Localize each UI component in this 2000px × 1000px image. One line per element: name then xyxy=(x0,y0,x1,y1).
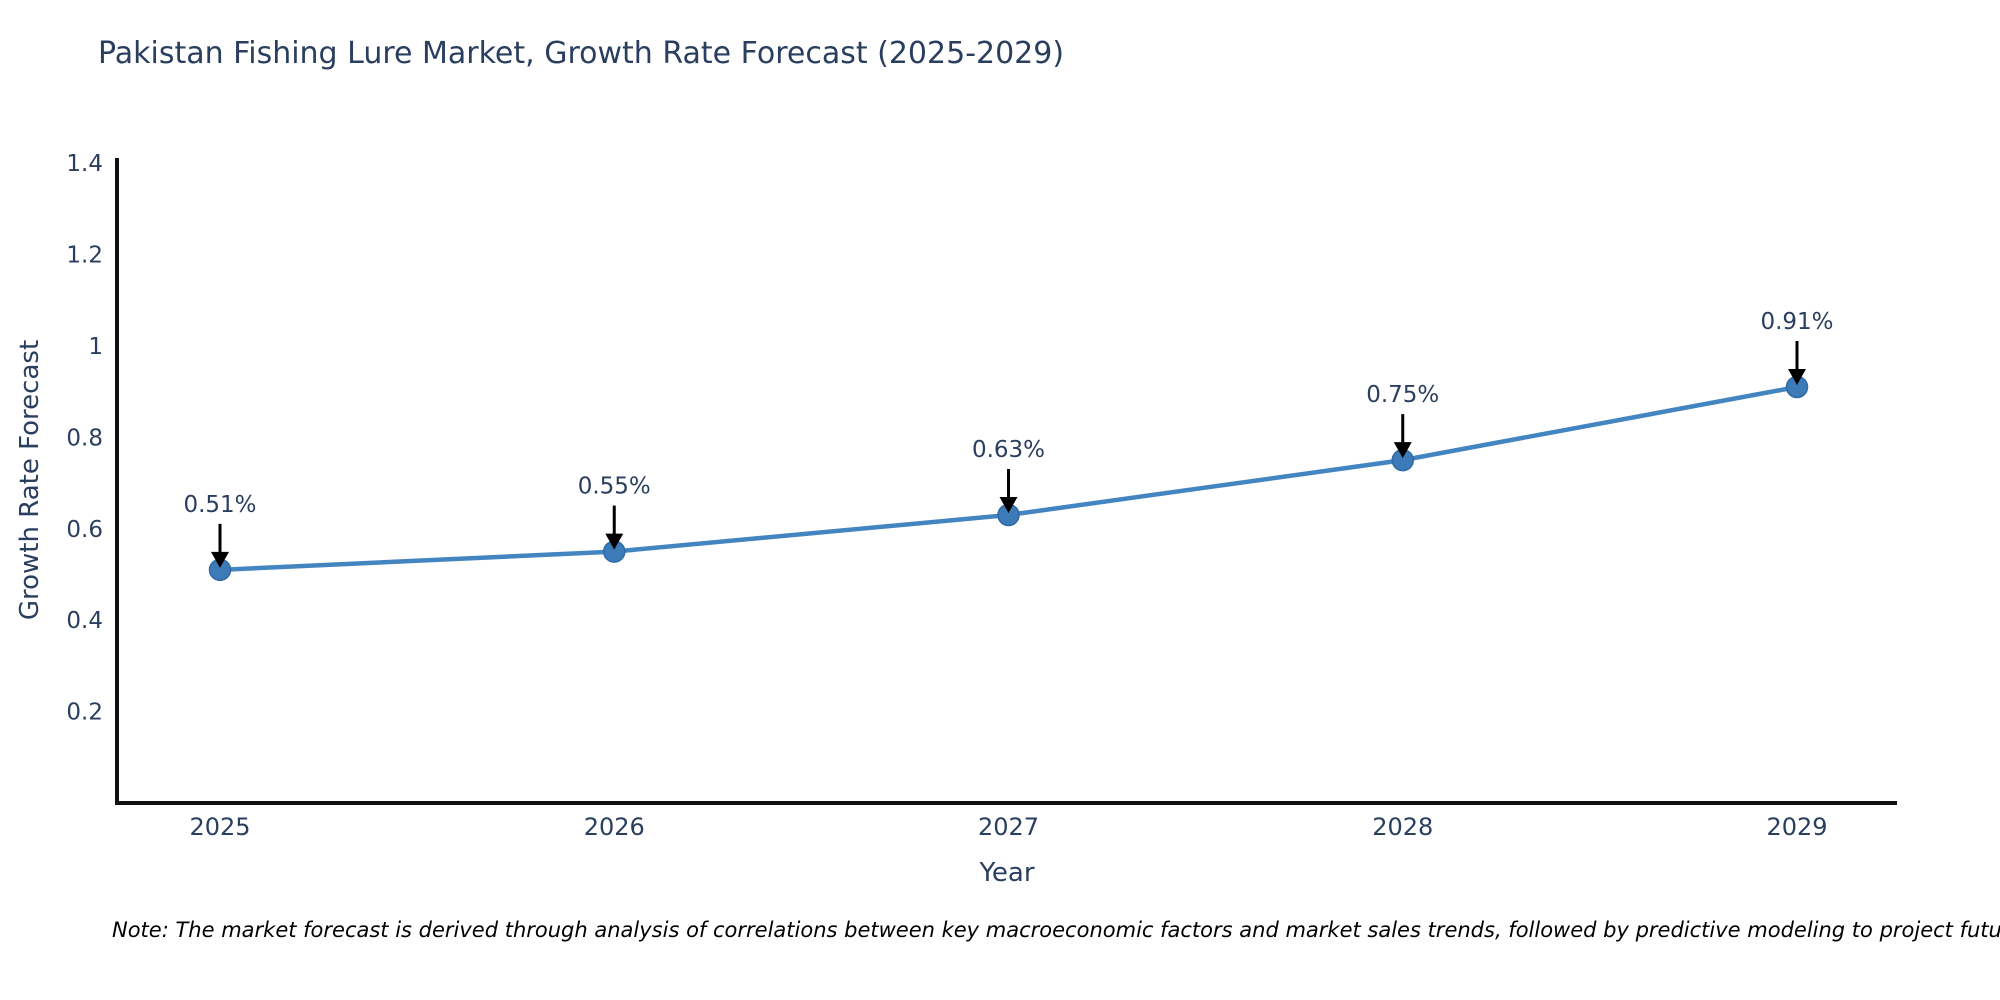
annotation-arrow-head xyxy=(999,497,1018,513)
annotation-arrow-head xyxy=(1393,442,1412,459)
data-point-label: 0.75% xyxy=(1366,382,1439,408)
x-axis-title: Year xyxy=(979,858,1035,888)
y-tick-label: 0.4 xyxy=(66,608,103,634)
x-tick-label: 2027 xyxy=(978,813,1039,841)
data-point-label: 0.51% xyxy=(183,492,256,518)
x-tick-label: 2028 xyxy=(1372,813,1433,841)
data-point-label: 0.91% xyxy=(1760,309,1833,335)
y-tick-label: 0.8 xyxy=(66,425,103,451)
x-tick-label: 2025 xyxy=(189,813,250,841)
y-tick-label: 0.6 xyxy=(66,517,103,543)
footnote: Note: The market forecast is derived thr… xyxy=(112,918,2000,942)
axis-line xyxy=(115,158,1897,805)
data-point-label: 0.63% xyxy=(972,437,1045,463)
annotation-arrow-head xyxy=(1788,369,1806,385)
x-tick-label: 2026 xyxy=(584,813,645,841)
y-tick-label: 1.4 xyxy=(66,151,103,177)
x-tick-label: 2029 xyxy=(1766,813,1827,841)
annotation-arrow-head xyxy=(605,533,624,550)
data-point-label: 0.55% xyxy=(578,474,651,500)
y-tick-label: 1 xyxy=(88,334,103,360)
chart-title: Pakistan Fishing Lure Market, Growth Rat… xyxy=(98,36,1065,71)
annotation-arrow-head xyxy=(211,551,229,568)
y-tick-label: 0.2 xyxy=(66,700,103,726)
y-tick-label: 1.2 xyxy=(66,242,103,268)
